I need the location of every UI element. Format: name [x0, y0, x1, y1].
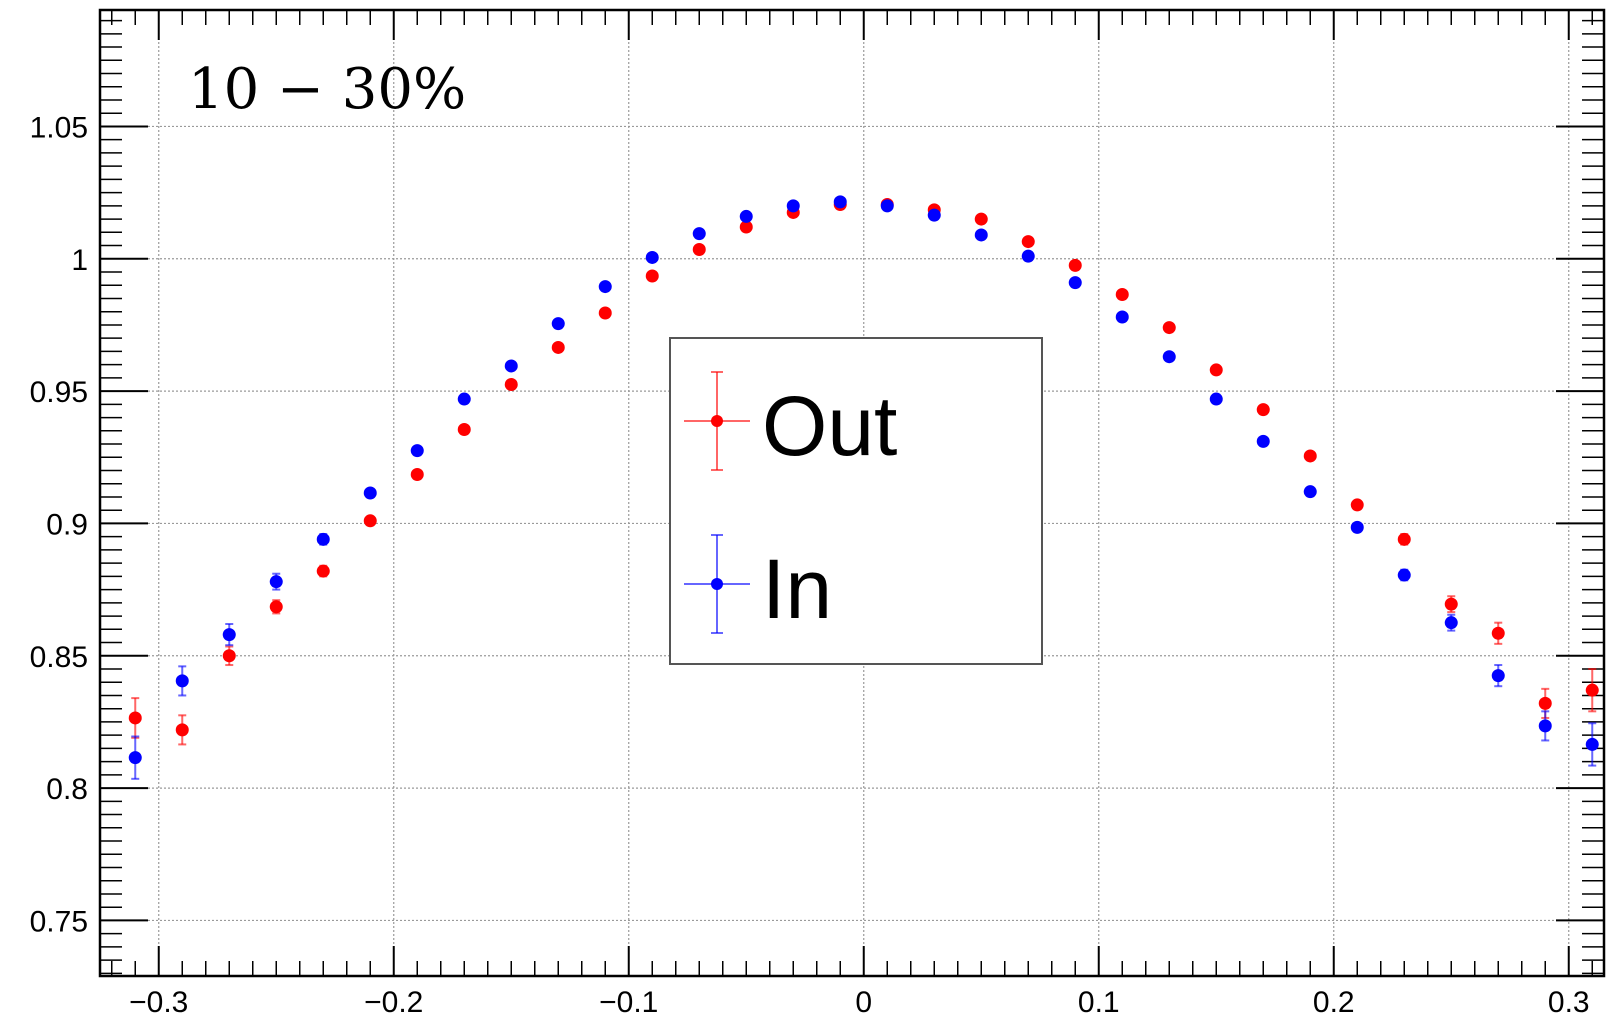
x-tick-label: −0.2 — [364, 986, 423, 1019]
out-point — [1163, 321, 1176, 334]
in-point — [928, 209, 941, 222]
out-point — [646, 269, 659, 282]
legend-in-marker — [711, 578, 723, 590]
in-point — [693, 227, 706, 240]
out-point — [1304, 449, 1317, 462]
out-point — [1398, 533, 1411, 546]
in-point — [881, 199, 894, 212]
in-point — [1492, 669, 1505, 682]
out-point — [223, 649, 236, 662]
x-tick-label: 0.3 — [1548, 986, 1590, 1019]
in-point — [505, 359, 518, 372]
out-point — [505, 378, 518, 391]
out-point — [975, 213, 988, 226]
in-point — [1116, 311, 1129, 324]
in-point — [975, 228, 988, 241]
in-point — [223, 628, 236, 641]
out-point — [1492, 627, 1505, 640]
out-point — [1351, 498, 1364, 511]
out-point — [552, 341, 565, 354]
out-point — [693, 243, 706, 256]
x-tick-label: −0.1 — [599, 986, 658, 1019]
in-point — [646, 251, 659, 264]
in-point — [1351, 521, 1364, 534]
in-point — [270, 575, 283, 588]
out-point — [270, 600, 283, 613]
out-point — [1210, 363, 1223, 376]
out-point — [458, 423, 471, 436]
in-point — [1304, 485, 1317, 498]
out-point — [1069, 259, 1082, 272]
out-point — [599, 307, 612, 320]
out-point — [1022, 235, 1035, 248]
x-tick-label: 0.1 — [1078, 986, 1120, 1019]
legend-entry-out: Out — [684, 372, 897, 473]
in-point — [364, 487, 377, 500]
in-point — [834, 195, 847, 208]
in-point — [1210, 393, 1223, 406]
in-point — [1445, 616, 1458, 629]
in-point — [176, 674, 189, 687]
in-point — [1163, 350, 1176, 363]
legend-out-label: Out — [762, 379, 897, 473]
out-point — [317, 565, 330, 578]
in-point — [1022, 250, 1035, 263]
in-point — [1539, 719, 1552, 732]
y-tick-label: 0.9 — [46, 508, 88, 541]
out-point — [1445, 598, 1458, 611]
in-point — [552, 317, 565, 330]
legend: Out In — [670, 338, 1042, 664]
annotation: 10 − 30% — [188, 57, 466, 122]
out-point — [1257, 403, 1270, 416]
in-point — [1257, 435, 1270, 448]
in-point — [740, 210, 753, 223]
y-tick-label: 0.95 — [30, 376, 88, 409]
legend-in-label: In — [762, 542, 832, 636]
x-tick-label: 0.2 — [1313, 986, 1355, 1019]
y-tick-label: 0.8 — [46, 773, 88, 806]
out-point — [129, 711, 142, 724]
out-point — [411, 468, 424, 481]
in-point — [129, 751, 142, 764]
in-point — [411, 444, 424, 457]
x-tick-label: −0.3 — [129, 986, 188, 1019]
out-point — [1539, 697, 1552, 710]
in-point — [599, 280, 612, 293]
legend-out-marker — [711, 415, 723, 427]
y-tick-label: 1.05 — [30, 111, 88, 144]
out-point — [1586, 684, 1599, 697]
x-tick-label: 0 — [855, 986, 872, 1019]
in-point — [1398, 569, 1411, 582]
in-point — [1586, 738, 1599, 751]
out-point — [364, 514, 377, 527]
in-point — [458, 393, 471, 406]
out-point — [176, 723, 189, 736]
in-point — [317, 533, 330, 546]
in-point — [787, 199, 800, 212]
in-point — [1069, 276, 1082, 289]
y-tick-label: 1 — [71, 244, 88, 277]
out-point — [1116, 288, 1129, 301]
y-tick-label: 0.85 — [30, 641, 88, 674]
y-tick-label: 0.75 — [30, 905, 88, 938]
